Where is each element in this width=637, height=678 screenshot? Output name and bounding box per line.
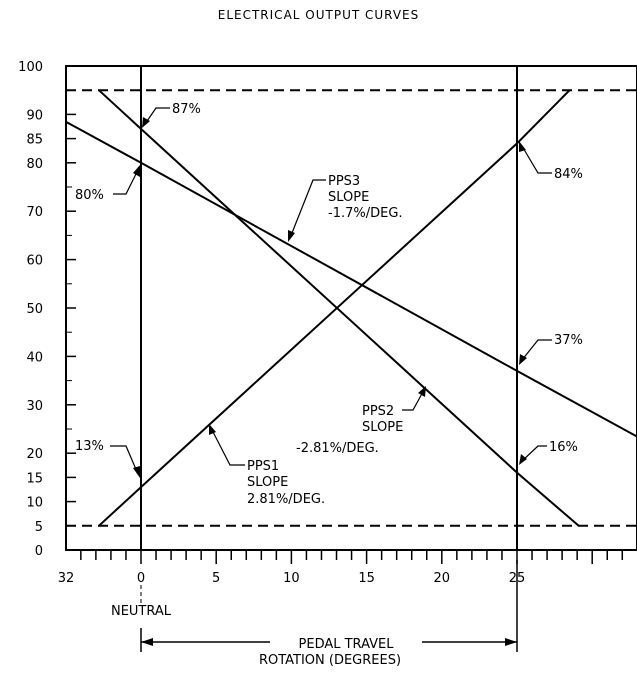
y-tick-label: 70 [26,205,43,220]
ann-pps2-at-25: 16% [549,440,578,455]
y-tick-label: 100 [18,60,43,75]
series-pps3-line [65,120,637,438]
chart-title: ELECTRICAL OUTPUT CURVES [217,8,420,22]
x-axis-label-line1: PEDAL TRAVEL [299,637,395,652]
pedal-travel-arrow-left [141,638,153,646]
ann-pps3-at-0-arrow [133,165,140,177]
y-tick-label: 10 [26,496,43,511]
pps1-label-slope: SLOPE [247,475,288,490]
pps1-leader [210,427,245,466]
series-labels: PPS3 SLOPE -1.7%/DEG. PPS2 SLOPE -2.81%/… [209,174,426,507]
ann-pps2-at-0: 87% [172,102,201,117]
pps3-leader-arrow [288,230,295,242]
y-tick-label: 50 [26,302,43,317]
x-tick-label: 0 [137,571,145,586]
y-tick-label: 0 [35,544,43,559]
x-tick-label: 20 [434,571,451,586]
x-tick-label: 10 [283,571,300,586]
y-tick-label: 90 [26,108,43,123]
pps3-label-name: PPS3 [328,174,360,189]
pps2-label-value: -2.81%/DEG. [296,441,379,456]
x-axis-label-line2: ROTATION (DEGREES) [259,653,401,668]
y-tick-label: 20 [26,447,43,462]
x-left-label: 32 [58,571,75,586]
pps3-leader [289,179,326,239]
ann-pps2-at-25-arrow [519,454,527,465]
ann-pps1-at-0: 13% [75,439,104,454]
y-tick-label: 5 [35,520,43,535]
pps2-leader-arrow [418,386,426,397]
ann-pps2-at-25-leader [521,445,547,462]
annotations: 87% 80% 13% 84% 37% 16% [75,102,583,478]
ann-pps3-at-25-arrow [519,354,527,365]
ann-pps1-at-25-leader [521,145,552,174]
pps1-leader-arrow [209,424,216,435]
x-tick-label: 15 [358,571,375,586]
y-tick-label: 85 [26,133,43,148]
pps2-label-slope: SLOPE [362,420,403,435]
pps1-label-value: 2.81%/DEG. [247,492,325,507]
ann-pps3-at-0: 80% [75,188,104,203]
ann-pps2-at-0-arrow [142,117,150,128]
series-pps2-line [98,89,580,527]
ann-pps2-at-0-leader [144,107,170,125]
x-neutral-label: NEUTRAL [111,604,172,619]
pps1-label-name: PPS1 [247,459,279,474]
ann-pps1-at-0-arrow [133,466,140,478]
y-tick-label: 60 [26,254,43,269]
pps2-leader [402,389,425,411]
pps3-label-slope: SLOPE [328,190,369,205]
pps3-label-value: -1.7%/DEG. [328,206,403,221]
pps2-label-name: PPS2 [362,404,394,419]
ann-pps3-at-25: 37% [554,333,583,348]
x-tick-label: 5 [212,571,220,586]
pedal-travel-arrow-right [505,638,517,646]
ann-pps3-at-0-leader [113,169,139,195]
series-pps1-line [98,89,571,527]
y-tick-label: 40 [26,350,43,365]
y-tick-label: 15 [26,471,43,486]
ann-pps3-at-25-leader [521,339,552,361]
ann-pps1-at-25-arrow [519,141,526,152]
ann-pps1-at-0-leader [110,445,139,475]
y-tick-label: 80 [26,157,43,172]
y-tick-label: 30 [26,399,43,414]
ann-pps1-at-25: 84% [554,167,583,182]
